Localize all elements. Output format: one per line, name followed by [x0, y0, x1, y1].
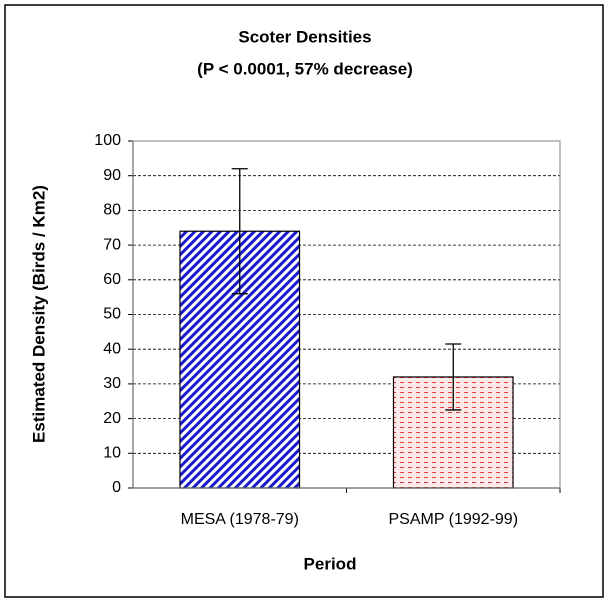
y-tick-label: 30 — [103, 375, 121, 392]
y-tick-label: 10 — [103, 445, 121, 462]
chart-title: Scoter Densities — [238, 27, 371, 46]
y-tick-label: 60 — [103, 271, 121, 288]
y-tick-label: 40 — [103, 340, 121, 357]
chart-subtitle: (P < 0.0001, 57% decrease) — [197, 59, 413, 78]
y-tick-label: 50 — [103, 306, 121, 323]
plot-border — [132, 140, 561, 489]
y-tick-label: 0 — [112, 479, 121, 496]
error-bar — [445, 343, 462, 411]
y-tick-label: 90 — [103, 167, 121, 184]
y-tick-label: 80 — [103, 202, 121, 219]
x-tick-label: MESA (1978-79) — [181, 511, 299, 528]
y-tick-label: 20 — [103, 410, 121, 427]
y-axis-label: Estimated Density (Birds / Km2) — [29, 185, 48, 443]
y-tick-label: 70 — [103, 236, 121, 253]
y-tick-label: 100 — [94, 132, 121, 149]
x-tick-label: PSAMP (1992-99) — [388, 511, 518, 528]
error-bar — [231, 168, 248, 295]
x-axis-label: Period — [304, 554, 357, 573]
